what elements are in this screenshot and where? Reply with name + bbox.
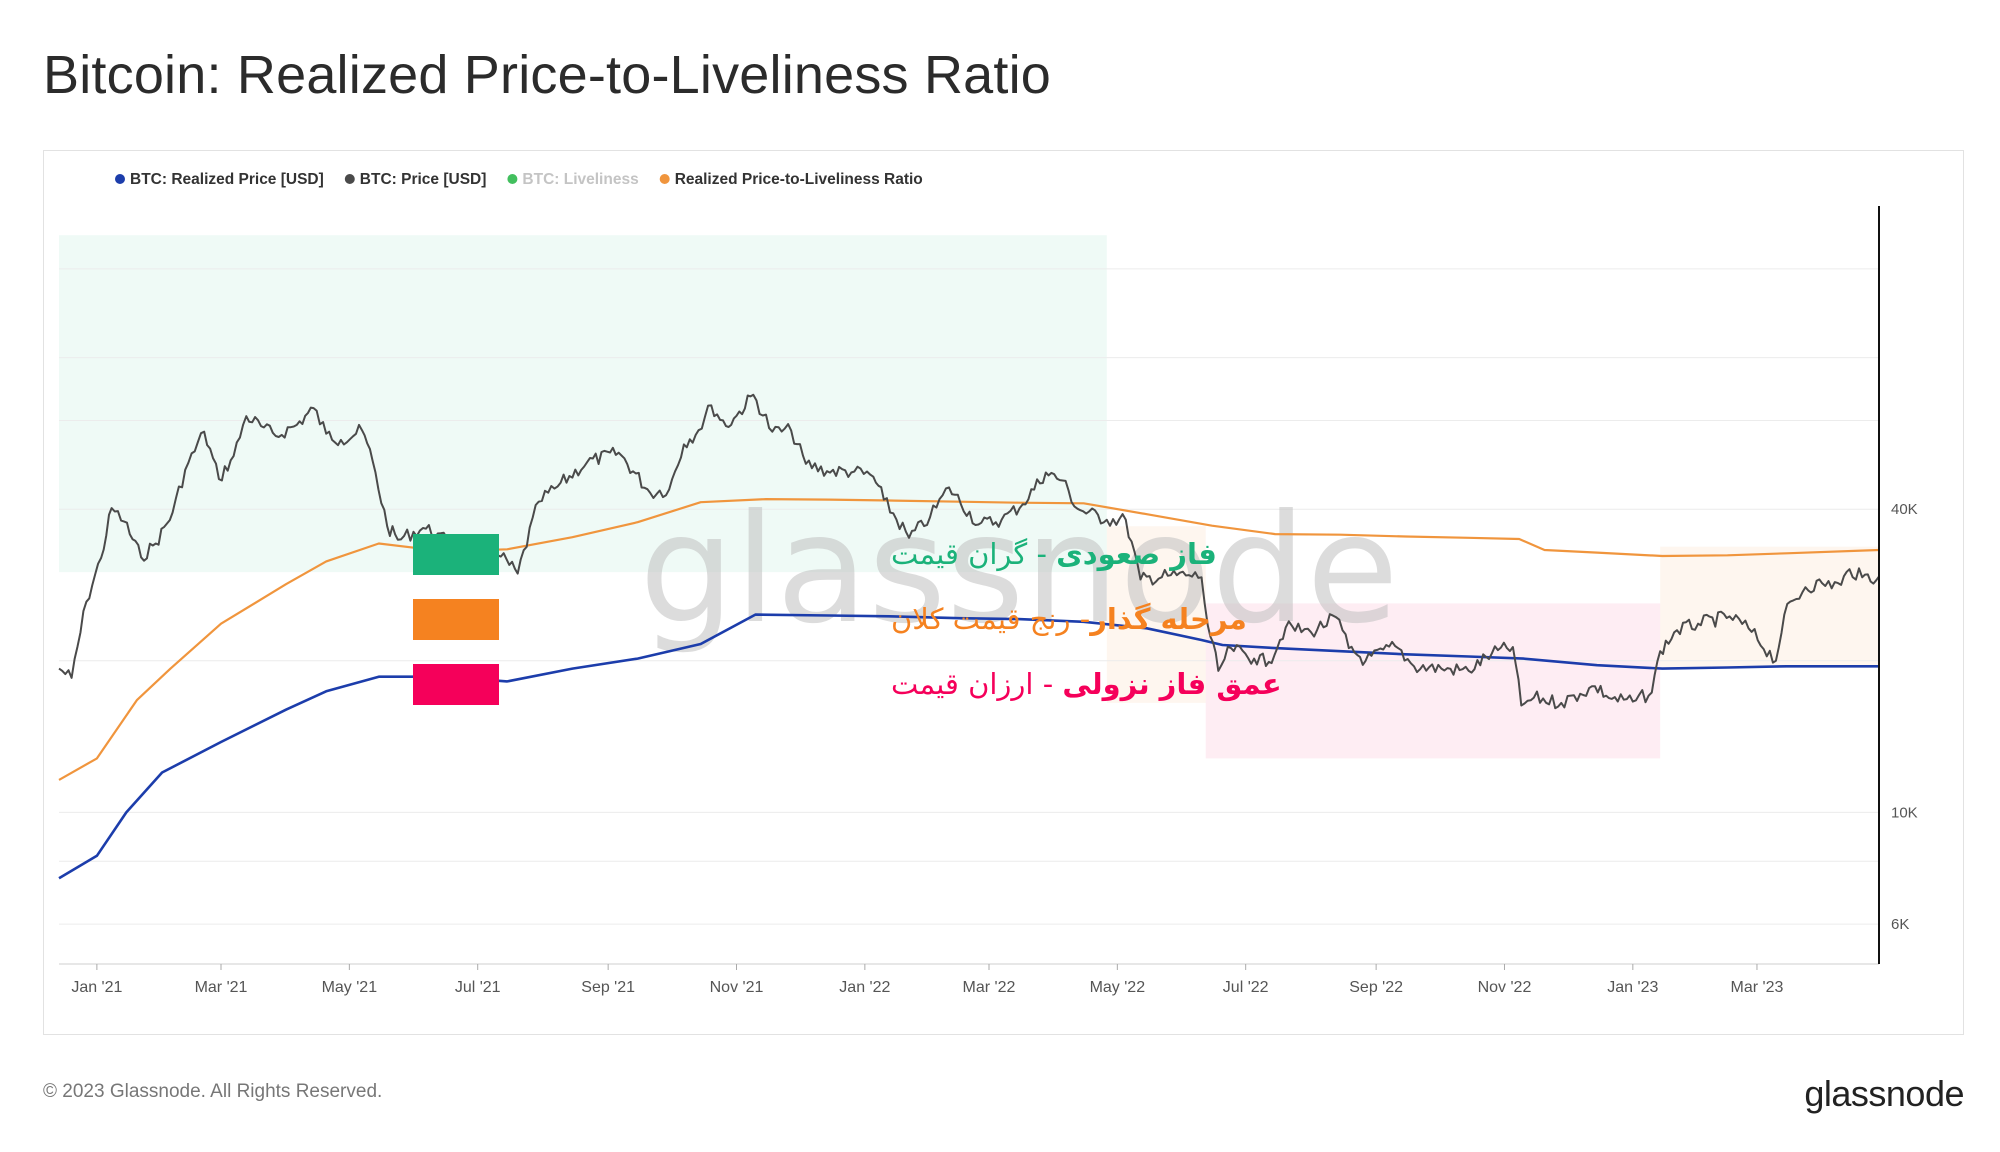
legend-item-btc-realized-price-usd-[interactable]: BTC: Realized Price [USD] (115, 171, 324, 188)
legend: BTC: Realized Price [USD] BTC: Price [USD… (115, 171, 923, 188)
series-lines (58, 393, 1880, 880)
phase-label: عمق فاز نزولی - ارزان قیمت (891, 667, 1282, 701)
legend-item-btc-liveliness[interactable]: BTC: Liveliness (507, 171, 639, 188)
series-line-realized-price-to-liveliness-ratio (58, 498, 1880, 781)
chart-title: Bitcoin: Realized Price-to-Liveliness Ra… (43, 45, 1052, 105)
x-tick-label: Jan '22 (839, 979, 890, 996)
legend-item-realized-price-to-liveliness-ratio[interactable]: Realized Price-to-Liveliness Ratio (659, 171, 923, 188)
x-tick-label: May '21 (322, 979, 378, 996)
legend-dot (344, 174, 355, 184)
phase-label-text: رنج قیمت کلان (891, 602, 1071, 636)
phase-color-swatch (413, 534, 499, 575)
grid-lines (59, 268, 1879, 925)
phase-label-bold: عمق فاز نزولی (1062, 667, 1281, 701)
glassnode-logo: glassnode (1804, 1073, 1964, 1114)
series-line-btc-price-usd- (58, 393, 1880, 710)
phase-label-sep: - (1071, 602, 1091, 636)
chart-svg: glassnode Jan '21 Mar '21 May '21 Jul '21 Se… (58, 171, 1918, 996)
y-tick-label: 10K (1891, 804, 1918, 821)
phase-label-sep: - (1034, 667, 1063, 701)
x-tick-label: Mar '21 (195, 979, 248, 996)
x-tick-label: Jul '22 (1223, 979, 1269, 996)
x-tick-label: Sep '21 (581, 979, 635, 996)
zone-bull (59, 235, 1107, 573)
x-tick-label: Jul '21 (455, 979, 501, 996)
phase-label-text: ارزان قیمت (891, 667, 1034, 701)
zone-transition-2 (1660, 546, 1879, 668)
copyright-text: © 2023 Glassnode. All Rights Reserved. (43, 1081, 383, 1102)
x-tick-label: Mar '22 (963, 979, 1016, 996)
phase-annotations: فاز صعودی - گران قیمت مرحله گذار- رنج قیم… (413, 534, 1282, 705)
phase-label-bold: مرحله گذار (1088, 602, 1247, 636)
phase-label-text: گران قیمت (891, 537, 1027, 571)
x-tick-label: Sep '22 (1349, 979, 1403, 996)
phase-label-bold: فاز صعودی (1056, 537, 1217, 571)
zone-transition-1 (1106, 526, 1206, 703)
axes: Jan '21 Mar '21 May '21 Jul '21 Sep '21 Nov '… (59, 206, 1918, 996)
phase-color-swatch (413, 664, 499, 705)
legend-label: Realized Price-to-Liveliness Ratio (675, 171, 923, 188)
x-tick-label: Nov '22 (1478, 979, 1532, 996)
x-tick-label: Jan '21 (71, 979, 122, 996)
y-tick-label: 6K (1891, 916, 1909, 933)
phase-label: فاز صعودی - گران قیمت (891, 537, 1217, 571)
phase-annotation-2: مرحله گذار- رنج قیمت کلان (413, 599, 1247, 640)
phase-annotation-3: عمق فاز نزولی - ارزان قیمت (413, 664, 1282, 705)
phase-annotation-1: فاز صعودی - گران قیمت (413, 534, 1217, 575)
phase-zones (59, 235, 1879, 759)
x-tick-label: Mar '23 (1731, 979, 1784, 996)
legend-label: BTC: Liveliness (522, 171, 638, 188)
zone-bear-depth (1205, 603, 1661, 759)
legend-label: BTC: Price [USD] (360, 171, 487, 188)
x-tick-label: May '22 (1090, 979, 1146, 996)
glassnode-watermark: glassnode (639, 483, 1398, 657)
phase-label-sep: - (1027, 537, 1056, 571)
legend-dot (659, 174, 670, 184)
phase-label: مرحله گذار- رنج قیمت کلان (891, 602, 1247, 636)
legend-item-btc-price-usd-[interactable]: BTC: Price [USD] (344, 171, 487, 188)
chart-panel: glassnode Jan '21 Mar '21 May '21 Jul '21 Se… (43, 150, 1964, 1035)
phase-color-swatch (413, 599, 499, 640)
legend-dot (507, 174, 518, 184)
legend-dot (115, 174, 125, 184)
x-tick-label: Nov '21 (710, 979, 764, 996)
legend-label: BTC: Realized Price [USD] (130, 171, 324, 188)
x-tick-label: Jan '23 (1607, 979, 1658, 996)
y-tick-label: 40K (1891, 501, 1918, 518)
